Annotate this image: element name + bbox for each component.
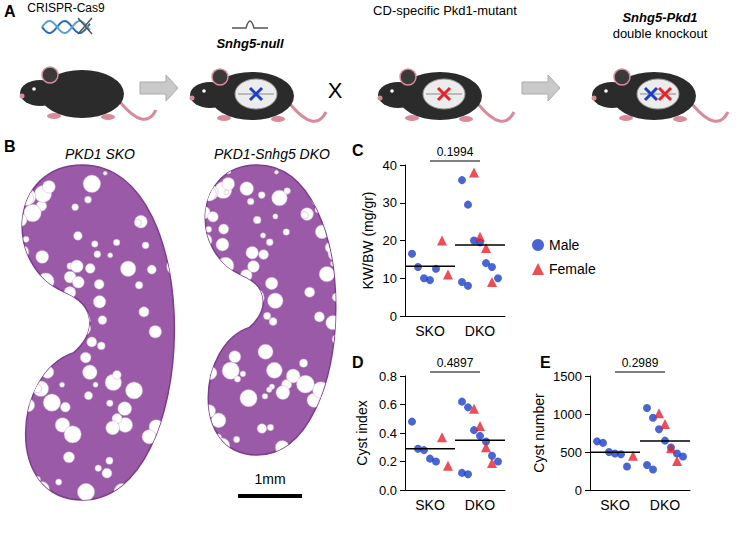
svg-text:CRISPR-Cas9: CRISPR-Cas9 [27,1,105,15]
svg-text:0.6: 0.6 [379,397,397,412]
svg-text:SKO: SKO [415,323,445,339]
svg-text:0.2989: 0.2989 [622,356,659,370]
svg-text:0.1994: 0.1994 [437,145,474,159]
svg-text:SKO: SKO [415,497,445,513]
svg-text:0: 0 [390,309,397,324]
svg-text:KW/BW (mg/gr): KW/BW (mg/gr) [360,192,376,290]
svg-text:PKD1 SKO: PKD1 SKO [65,146,135,162]
svg-text:PKD1-Snhg5 DKO: PKD1-Snhg5 DKO [214,146,330,162]
svg-text:0.0: 0.0 [379,483,397,498]
svg-text:0.4: 0.4 [379,426,397,441]
svg-text:Cyst number: Cyst number [531,393,547,473]
svg-text:DKO: DKO [650,497,680,513]
svg-text:E: E [540,354,551,371]
svg-text:B: B [4,138,16,155]
svg-text:0: 0 [575,483,582,498]
svg-text:0.4897: 0.4897 [437,356,474,370]
svg-text:DKO: DKO [465,497,495,513]
svg-text:Snhg5-Pkd1: Snhg5-Pkd1 [622,10,697,25]
svg-text:DKO: DKO [465,323,495,339]
svg-text:1000: 1000 [553,407,582,422]
svg-text:30: 30 [383,195,397,210]
svg-text:Cyst index: Cyst index [354,400,370,465]
svg-text:double knockout: double knockout [613,26,708,41]
svg-text:D: D [352,354,364,371]
svg-text:Male: Male [549,237,580,253]
svg-text:0.2: 0.2 [379,454,397,469]
svg-text:10: 10 [383,271,397,286]
svg-text:1500: 1500 [553,369,582,384]
svg-text:CD-specific Pkd1-mutant: CD-specific Pkd1-mutant [373,3,517,18]
svg-text:0.8: 0.8 [379,369,397,384]
svg-text:Female: Female [549,261,596,277]
svg-text:SKO: SKO [600,497,630,513]
svg-text:A: A [4,3,16,20]
svg-text:1mm: 1mm [254,471,285,487]
svg-text:Snhg5-null: Snhg5-null [216,36,284,51]
svg-text:20: 20 [383,233,397,248]
svg-text:40: 40 [383,158,397,173]
svg-text:C: C [352,142,364,159]
svg-text:500: 500 [560,445,582,460]
svg-text:X: X [328,78,343,103]
